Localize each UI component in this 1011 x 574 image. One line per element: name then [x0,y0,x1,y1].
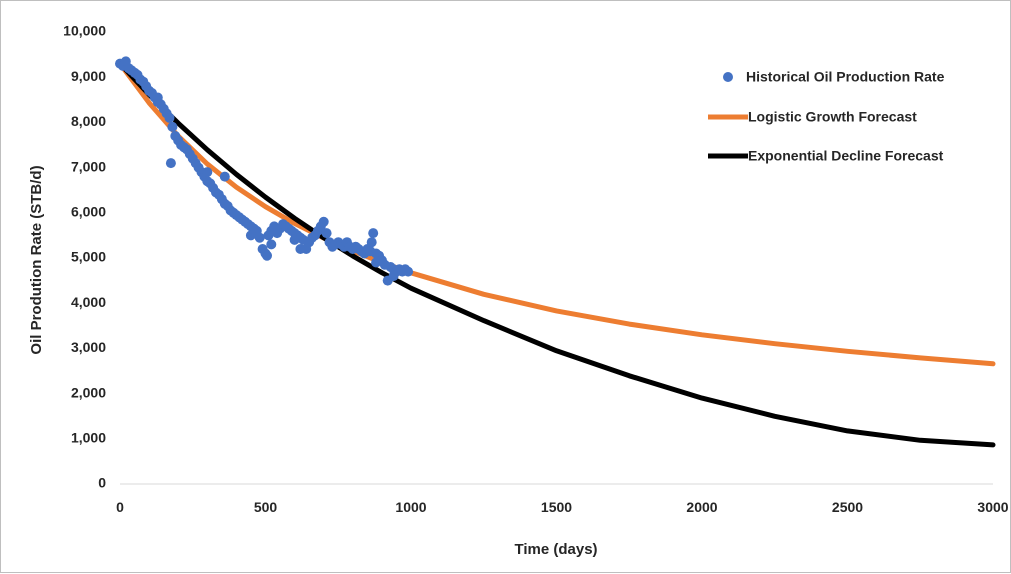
historical-data-point [167,121,178,132]
legend: Historical Oil Production Rate Logistic … [708,69,945,164]
y-tick-label: 2,000 [71,384,106,400]
x-tick-label: 500 [254,499,278,515]
y-tick-label: 6,000 [71,204,106,220]
y-tick-label: 8,000 [71,113,106,129]
y-tick-label: 4,000 [71,294,106,310]
historical-data-point [219,171,230,182]
x-tick-label: 2500 [832,499,863,515]
legend-marker-historical [723,72,733,82]
x-tick-label: 2000 [686,499,717,515]
historical-data-point [266,239,277,250]
x-axis-ticks: 0 500 1000 1500 2000 2500 3000 [116,499,1009,515]
historical-data-point [371,257,382,268]
x-tick-label: 1500 [541,499,572,515]
x-tick-label: 1000 [395,499,426,515]
y-tick-label: 10,000 [63,23,106,39]
historical-data-point [403,266,414,277]
legend-label-exponential: Exponential Decline Forecast [748,148,944,164]
historical-points [115,56,414,286]
exponential-forecast-line [117,61,996,448]
historical-data-point [202,167,213,178]
historical-data-point [318,216,329,227]
y-tick-label: 5,000 [71,249,106,265]
historical-data-point [165,158,176,169]
historical-data-point [152,92,163,103]
historical-data-point [388,271,399,282]
x-tick-label: 0 [116,499,124,515]
historical-data-point [321,228,332,239]
historical-data-point [245,230,256,241]
y-axis-ticks: 0 1,000 2,000 3,000 4,000 5,000 6,000 7,000 8,00… [63,23,106,491]
x-tick-label: 3000 [977,499,1008,515]
y-axis-title: Oil Prodution Rate (STB/d) [28,165,45,354]
y-tick-label: 9,000 [71,68,106,84]
y-tick-label: 3,000 [71,339,106,355]
historical-data-point [164,112,175,123]
y-tick-label: 1,000 [71,430,106,446]
historical-data-point [366,237,377,248]
historical-data-point [289,234,300,245]
x-axis-title: Time (days) [514,541,597,558]
historical-data-point [295,244,306,254]
historical-data-point [368,228,379,239]
legend-label-logistic: Logistic Growth Forecast [748,109,917,125]
y-tick-label: 0 [98,475,106,491]
y-tick-label: 7,000 [71,158,106,174]
historical-data-point [254,232,265,243]
historical-data-point [262,250,272,261]
legend-label-historical: Historical Oil Production Rate [746,69,945,85]
